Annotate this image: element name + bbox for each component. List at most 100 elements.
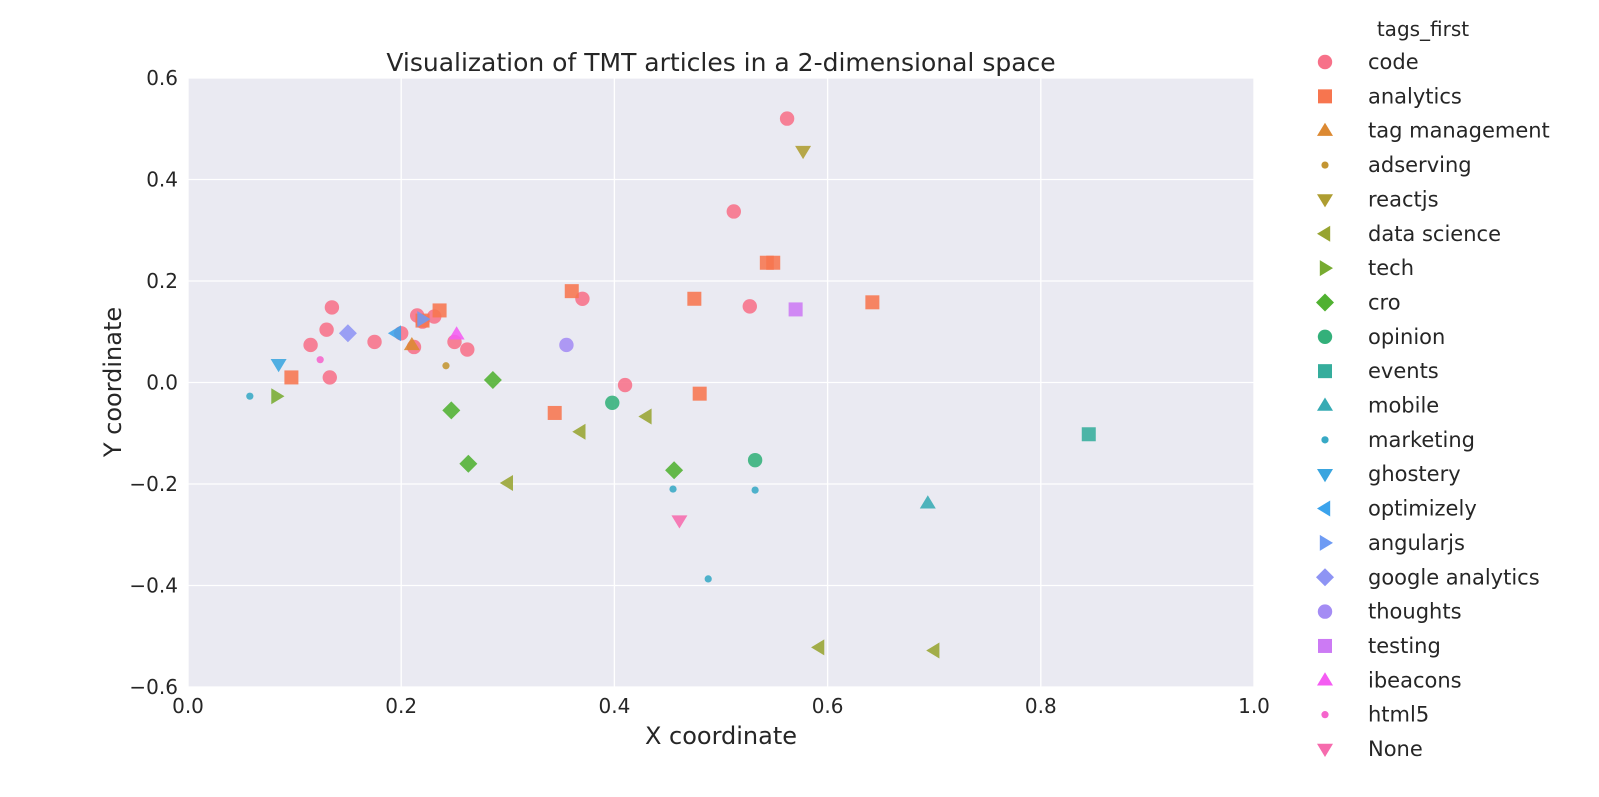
point-code bbox=[575, 291, 590, 306]
point-marketing bbox=[704, 575, 712, 583]
point-data-science bbox=[499, 474, 513, 491]
legend-item-opinion: opinion bbox=[1317, 325, 1445, 349]
point-code bbox=[726, 204, 741, 219]
legend-item-code: code bbox=[1317, 50, 1419, 74]
point-code bbox=[460, 342, 475, 357]
y-tick-label: −0.2 bbox=[129, 472, 178, 496]
legend-label-none: None bbox=[1368, 737, 1423, 761]
point-ghostery bbox=[270, 359, 287, 373]
y-tick-label: 0.4 bbox=[146, 168, 178, 192]
legend-marker-events bbox=[1318, 364, 1332, 379]
legend-marker-thoughts bbox=[1317, 604, 1333, 619]
point-google-analytics bbox=[338, 324, 357, 343]
legend-label-tech: tech bbox=[1368, 256, 1414, 280]
legend-item-analytics: analytics bbox=[1318, 84, 1462, 108]
point-analytics bbox=[547, 405, 562, 420]
point-analytics bbox=[865, 295, 880, 310]
legend-marker-testing bbox=[1318, 638, 1332, 653]
point-cro bbox=[442, 401, 461, 420]
legend-item-ibeacons: ibeacons bbox=[1317, 668, 1462, 692]
legend-item-none: None bbox=[1317, 737, 1423, 761]
legend-item-events: events bbox=[1318, 359, 1439, 383]
legend-label-thoughts: thoughts bbox=[1368, 600, 1462, 624]
legend-label-events: events bbox=[1368, 359, 1439, 383]
y-tick-label: −0.4 bbox=[129, 574, 178, 598]
legend-item-reactjs: reactjs bbox=[1317, 187, 1439, 211]
point-thoughts bbox=[559, 337, 574, 353]
point-optimizely bbox=[387, 325, 402, 342]
legend-marker-optimizely bbox=[1317, 500, 1331, 517]
legend-label-optimizely: optimizely bbox=[1368, 497, 1477, 521]
legend-marker-data-science bbox=[1317, 225, 1331, 242]
legend-label-code: code bbox=[1368, 50, 1419, 74]
point-analytics bbox=[284, 370, 299, 385]
point-marketing bbox=[246, 392, 254, 400]
legend-label-google-analytics: google analytics bbox=[1368, 565, 1540, 589]
point-code bbox=[319, 322, 334, 337]
point-data-science bbox=[638, 408, 652, 425]
legend-marker-opinion bbox=[1317, 329, 1333, 344]
point-marketing bbox=[751, 486, 759, 494]
legend-item-tech: tech bbox=[1319, 256, 1414, 280]
x-axis-tick-labels: 0.0 0.2 0.4 0.6 0.8 1.0 bbox=[172, 694, 1270, 718]
point-testing bbox=[788, 302, 803, 317]
legend-item-data-science: data science bbox=[1317, 222, 1501, 246]
legend-marker-marketing bbox=[1321, 436, 1329, 444]
legend-label-cro: cro bbox=[1368, 290, 1401, 314]
legend-label-opinion: opinion bbox=[1368, 325, 1445, 349]
point-code bbox=[322, 370, 337, 385]
legend-marker-analytics bbox=[1318, 89, 1332, 104]
point-marketing bbox=[669, 485, 677, 493]
point-events bbox=[1081, 427, 1096, 442]
point-code bbox=[303, 337, 318, 353]
x-axis-label: X coordinate bbox=[645, 722, 797, 750]
legend-items: code analytics tag management adserving reac… bbox=[1316, 50, 1550, 761]
point-data-science bbox=[811, 639, 825, 656]
point-data-science bbox=[572, 423, 586, 440]
legend-label-marketing: marketing bbox=[1368, 428, 1475, 452]
grid-lines bbox=[187, 77, 1255, 688]
legend-marker-angularjs bbox=[1319, 534, 1333, 551]
point-analytics bbox=[692, 386, 707, 401]
legend-marker-ghostery bbox=[1317, 469, 1333, 483]
y-tick-label: −0.6 bbox=[129, 675, 178, 699]
legend-item-ghostery: ghostery bbox=[1317, 462, 1461, 486]
legend-label-tag-management: tag management bbox=[1368, 119, 1550, 143]
legend-label-adserving: adserving bbox=[1368, 153, 1472, 177]
legend-label-angularjs: angularjs bbox=[1368, 531, 1465, 555]
point-adserving bbox=[442, 362, 450, 370]
legend-item-google-analytics: google analytics bbox=[1316, 565, 1540, 589]
legend-marker-google-analytics bbox=[1316, 568, 1334, 587]
legend-label-ghostery: ghostery bbox=[1368, 462, 1461, 486]
point-opinion bbox=[747, 452, 763, 468]
point-cro bbox=[483, 370, 502, 389]
point-tag-management bbox=[403, 336, 420, 351]
y-tick-label: 0.0 bbox=[146, 371, 178, 395]
point-code bbox=[617, 377, 633, 393]
x-tick-label: 0.0 bbox=[172, 694, 204, 718]
legend-title: tags_first bbox=[1377, 17, 1469, 41]
legend-item-tag-management: tag management bbox=[1317, 119, 1550, 143]
legend-label-ibeacons: ibeacons bbox=[1368, 668, 1462, 692]
legend-label-data-science: data science bbox=[1368, 222, 1501, 246]
legend-marker-ibeacons bbox=[1317, 672, 1333, 686]
x-tick-label: 1.0 bbox=[1238, 694, 1270, 718]
legend-marker-code bbox=[1317, 54, 1333, 70]
point-analytics bbox=[564, 284, 579, 299]
x-tick-label: 0.2 bbox=[385, 694, 417, 718]
y-axis-label: Y coordinate bbox=[99, 307, 127, 458]
legend-marker-none bbox=[1317, 743, 1333, 757]
y-axis-tick-labels: 0.6 0.4 0.2 0.0 −0.2 −0.4 −0.6 bbox=[129, 66, 178, 699]
x-tick-label: 0.8 bbox=[1025, 694, 1057, 718]
point-angularjs bbox=[417, 311, 431, 328]
legend-label-analytics: analytics bbox=[1368, 84, 1462, 108]
point-code bbox=[324, 300, 340, 315]
point-ibeacons bbox=[448, 326, 465, 340]
point-mobile bbox=[919, 495, 936, 509]
legend-item-testing: testing bbox=[1318, 634, 1441, 658]
legend-marker-mobile bbox=[1317, 397, 1333, 411]
y-tick-label: 0.2 bbox=[146, 269, 178, 293]
point-cro bbox=[665, 461, 684, 480]
point-analytics bbox=[687, 291, 702, 306]
point-analytics bbox=[432, 303, 447, 318]
